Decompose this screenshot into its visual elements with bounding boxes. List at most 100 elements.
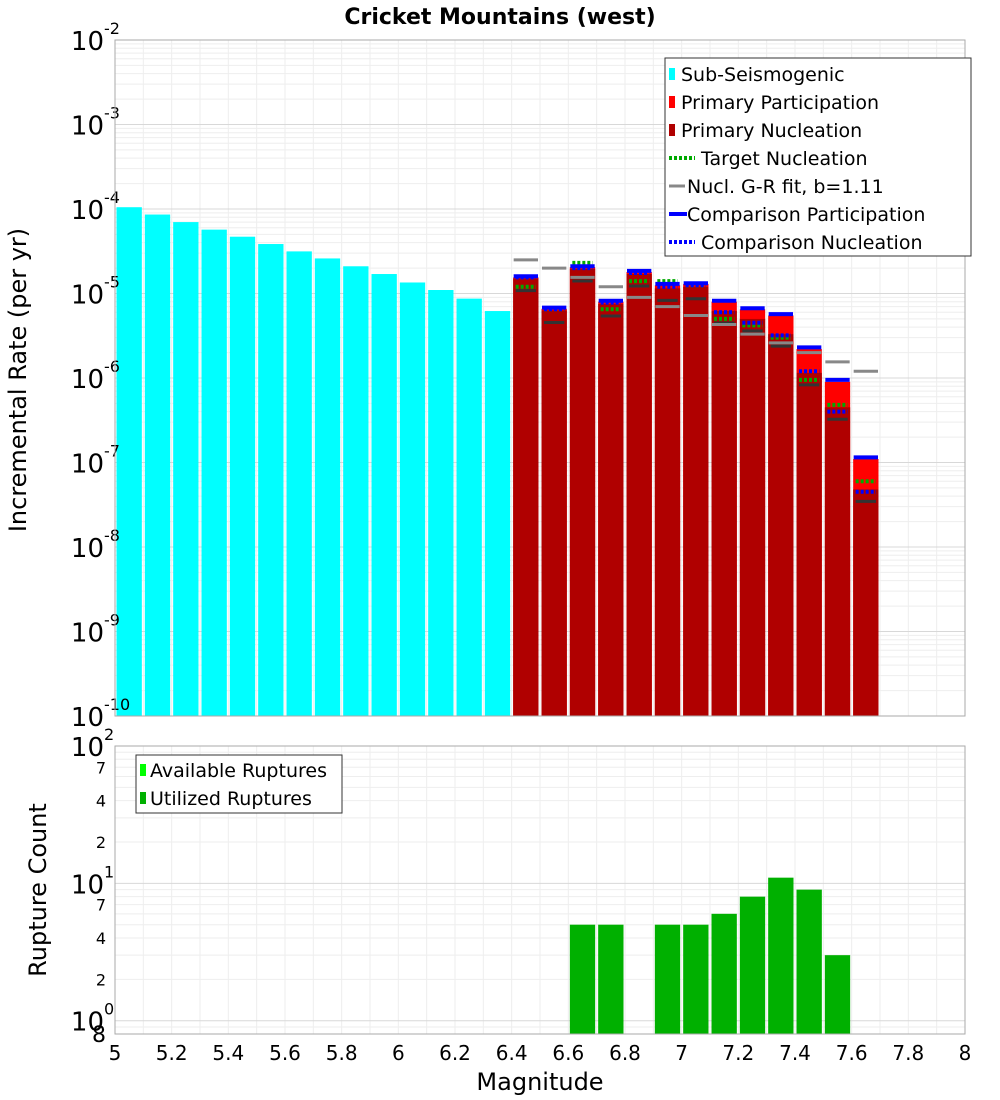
- x-tick-label: 8: [959, 1041, 972, 1065]
- legend-item: Primary Participation: [669, 92, 879, 114]
- y-tick-base: 10: [71, 196, 104, 226]
- utilized-ruptures-bar: [711, 913, 737, 1034]
- y-minor-tick-label: 4: [96, 792, 106, 811]
- y-tick-label: 10 -3: [71, 104, 120, 142]
- legend-label: Comparison Nucleation: [701, 232, 923, 254]
- primary-nucleation-bar: [824, 407, 851, 716]
- y-tick-label: 10 -2: [71, 19, 120, 57]
- y-tick-base: 10: [71, 281, 104, 311]
- sub-seismogenic-bar: [144, 214, 171, 716]
- y-tick-label: 10 2: [71, 725, 114, 763]
- utilized-ruptures-bar: [654, 924, 681, 1034]
- sub-seismogenic-bar: [343, 266, 369, 716]
- x-tick-label: 6.2: [439, 1041, 471, 1065]
- sub-seismogenic-bar: [456, 298, 482, 716]
- y-tick-base: 10: [71, 703, 104, 733]
- y-tick-label: 10 1: [71, 862, 114, 900]
- y-tick-exponent: -5: [104, 273, 120, 292]
- rate-lines: [513, 258, 878, 503]
- y-tick-exponent: -3: [104, 104, 120, 123]
- sub-seismogenic-bar: [201, 229, 227, 716]
- y-minor-tick-label: 7: [96, 896, 106, 915]
- y-tick-base: 10: [71, 534, 104, 564]
- primary-nucleation-bar: [683, 286, 709, 716]
- sub-seismogenic-bar: [314, 258, 341, 716]
- x-tick-label: 5.4: [212, 1041, 244, 1065]
- sub-seismogenic-bar: [173, 222, 199, 716]
- legend-item: Target Nucleation: [669, 148, 868, 170]
- y-tick-exponent: 0: [104, 1000, 114, 1019]
- x-tick-label: 6: [392, 1041, 405, 1065]
- utilized-ruptures-bar: [824, 955, 851, 1034]
- rate-legend: Sub-Seismogenic Primary Participation Prim…: [664, 57, 972, 257]
- x-tick-label: 7: [675, 1041, 688, 1065]
- y-tick-label: 10 -6: [71, 357, 120, 395]
- y-minor-tick-label: 2: [96, 833, 106, 852]
- y-tick-base: 10: [71, 733, 104, 763]
- legend-item: Comparison Participation: [669, 204, 925, 226]
- sub-seismogenic-bar: [399, 282, 426, 716]
- utilized-ruptures-bar: [739, 896, 766, 1034]
- legend-label: Primary Participation: [681, 92, 879, 114]
- legend-label: Comparison Participation: [687, 204, 925, 226]
- rate-bars: [116, 207, 879, 716]
- sub-seismogenic-bar: [116, 207, 142, 716]
- x-tick-label: 5.2: [156, 1041, 188, 1065]
- legend-item: Utilized Ruptures: [140, 788, 312, 810]
- y-tick-exponent: -8: [104, 526, 120, 545]
- primary-nucleation-bar: [569, 268, 596, 716]
- primary-nucleation-bar: [626, 274, 652, 716]
- y-tick-exponent: -7: [104, 442, 120, 461]
- primary-nucleation-bar: [711, 311, 737, 716]
- x-axis-label: Magnitude: [476, 1068, 603, 1096]
- primary-nucleation-bar: [739, 318, 766, 716]
- count-legend: Available Ruptures Utilized Ruptures: [135, 754, 343, 814]
- count-y-axis-label: Rupture Count: [24, 803, 52, 977]
- x-tick-label: 7.2: [722, 1041, 754, 1065]
- x-tick-label: 5.8: [326, 1041, 358, 1065]
- y-minor-tick-label: 2: [96, 970, 106, 989]
- legend-swatch: [669, 96, 675, 108]
- x-tick-label: 5.6: [269, 1041, 301, 1065]
- y-tick-base: 10: [71, 1008, 104, 1038]
- y-tick-base: 10: [71, 365, 104, 395]
- y-tick-label: 10 -8: [71, 526, 120, 564]
- legend-label: Sub-Seismogenic: [681, 64, 845, 86]
- sub-seismogenic-bar: [428, 290, 454, 716]
- x-tick-label: 7.8: [892, 1041, 924, 1065]
- y-tick-base: 10: [71, 619, 104, 649]
- count-plot-border: [114, 745, 966, 1035]
- y-tick-exponent: -6: [104, 357, 120, 376]
- y-minor-tick-label: 8: [92, 1023, 106, 1048]
- legend-item: Comparison Nucleation: [669, 232, 923, 254]
- sub-seismogenic-bar: [286, 251, 312, 716]
- y-tick-label: 10 -10: [71, 695, 130, 733]
- utilized-ruptures-bar: [768, 877, 794, 1034]
- y-tick-label: 10 -9: [71, 611, 120, 649]
- legend-item: Nucl. G-R fit, b=1.11: [669, 176, 884, 198]
- y-tick-base: 10: [71, 112, 104, 142]
- sub-seismogenic-bar: [229, 236, 256, 716]
- legend-box: [664, 57, 972, 257]
- primary-nucleation-bar: [768, 334, 794, 716]
- x-ticks: 5 5.2 5.4 5.6 5.8 6 6.2 6.4 6.6 6.8 7 7.2 7.4 7.6 7.8 8: [109, 1041, 972, 1065]
- y-tick-label: 10 0: [71, 1000, 114, 1038]
- chart-title: Cricket Mountains (west): [344, 5, 655, 30]
- legend-label: Available Ruptures: [150, 760, 327, 782]
- count-bars: [569, 877, 851, 1034]
- legend-swatch: [140, 764, 146, 776]
- rate-y-axis-label: Incremental Rate (per yr): [4, 228, 32, 532]
- y-tick-exponent: -2: [104, 19, 120, 38]
- utilized-ruptures-bar: [683, 924, 709, 1034]
- y-tick-base: 10: [71, 27, 104, 57]
- x-tick-label: 5: [109, 1041, 122, 1065]
- y-tick-exponent: 1: [104, 862, 114, 881]
- primary-nucleation-bar: [598, 304, 624, 716]
- sub-seismogenic-bar: [371, 274, 397, 716]
- rate-grid: [115, 40, 966, 717]
- y-tick-base: 10: [71, 870, 104, 900]
- primary-nucleation-bar: [513, 278, 539, 716]
